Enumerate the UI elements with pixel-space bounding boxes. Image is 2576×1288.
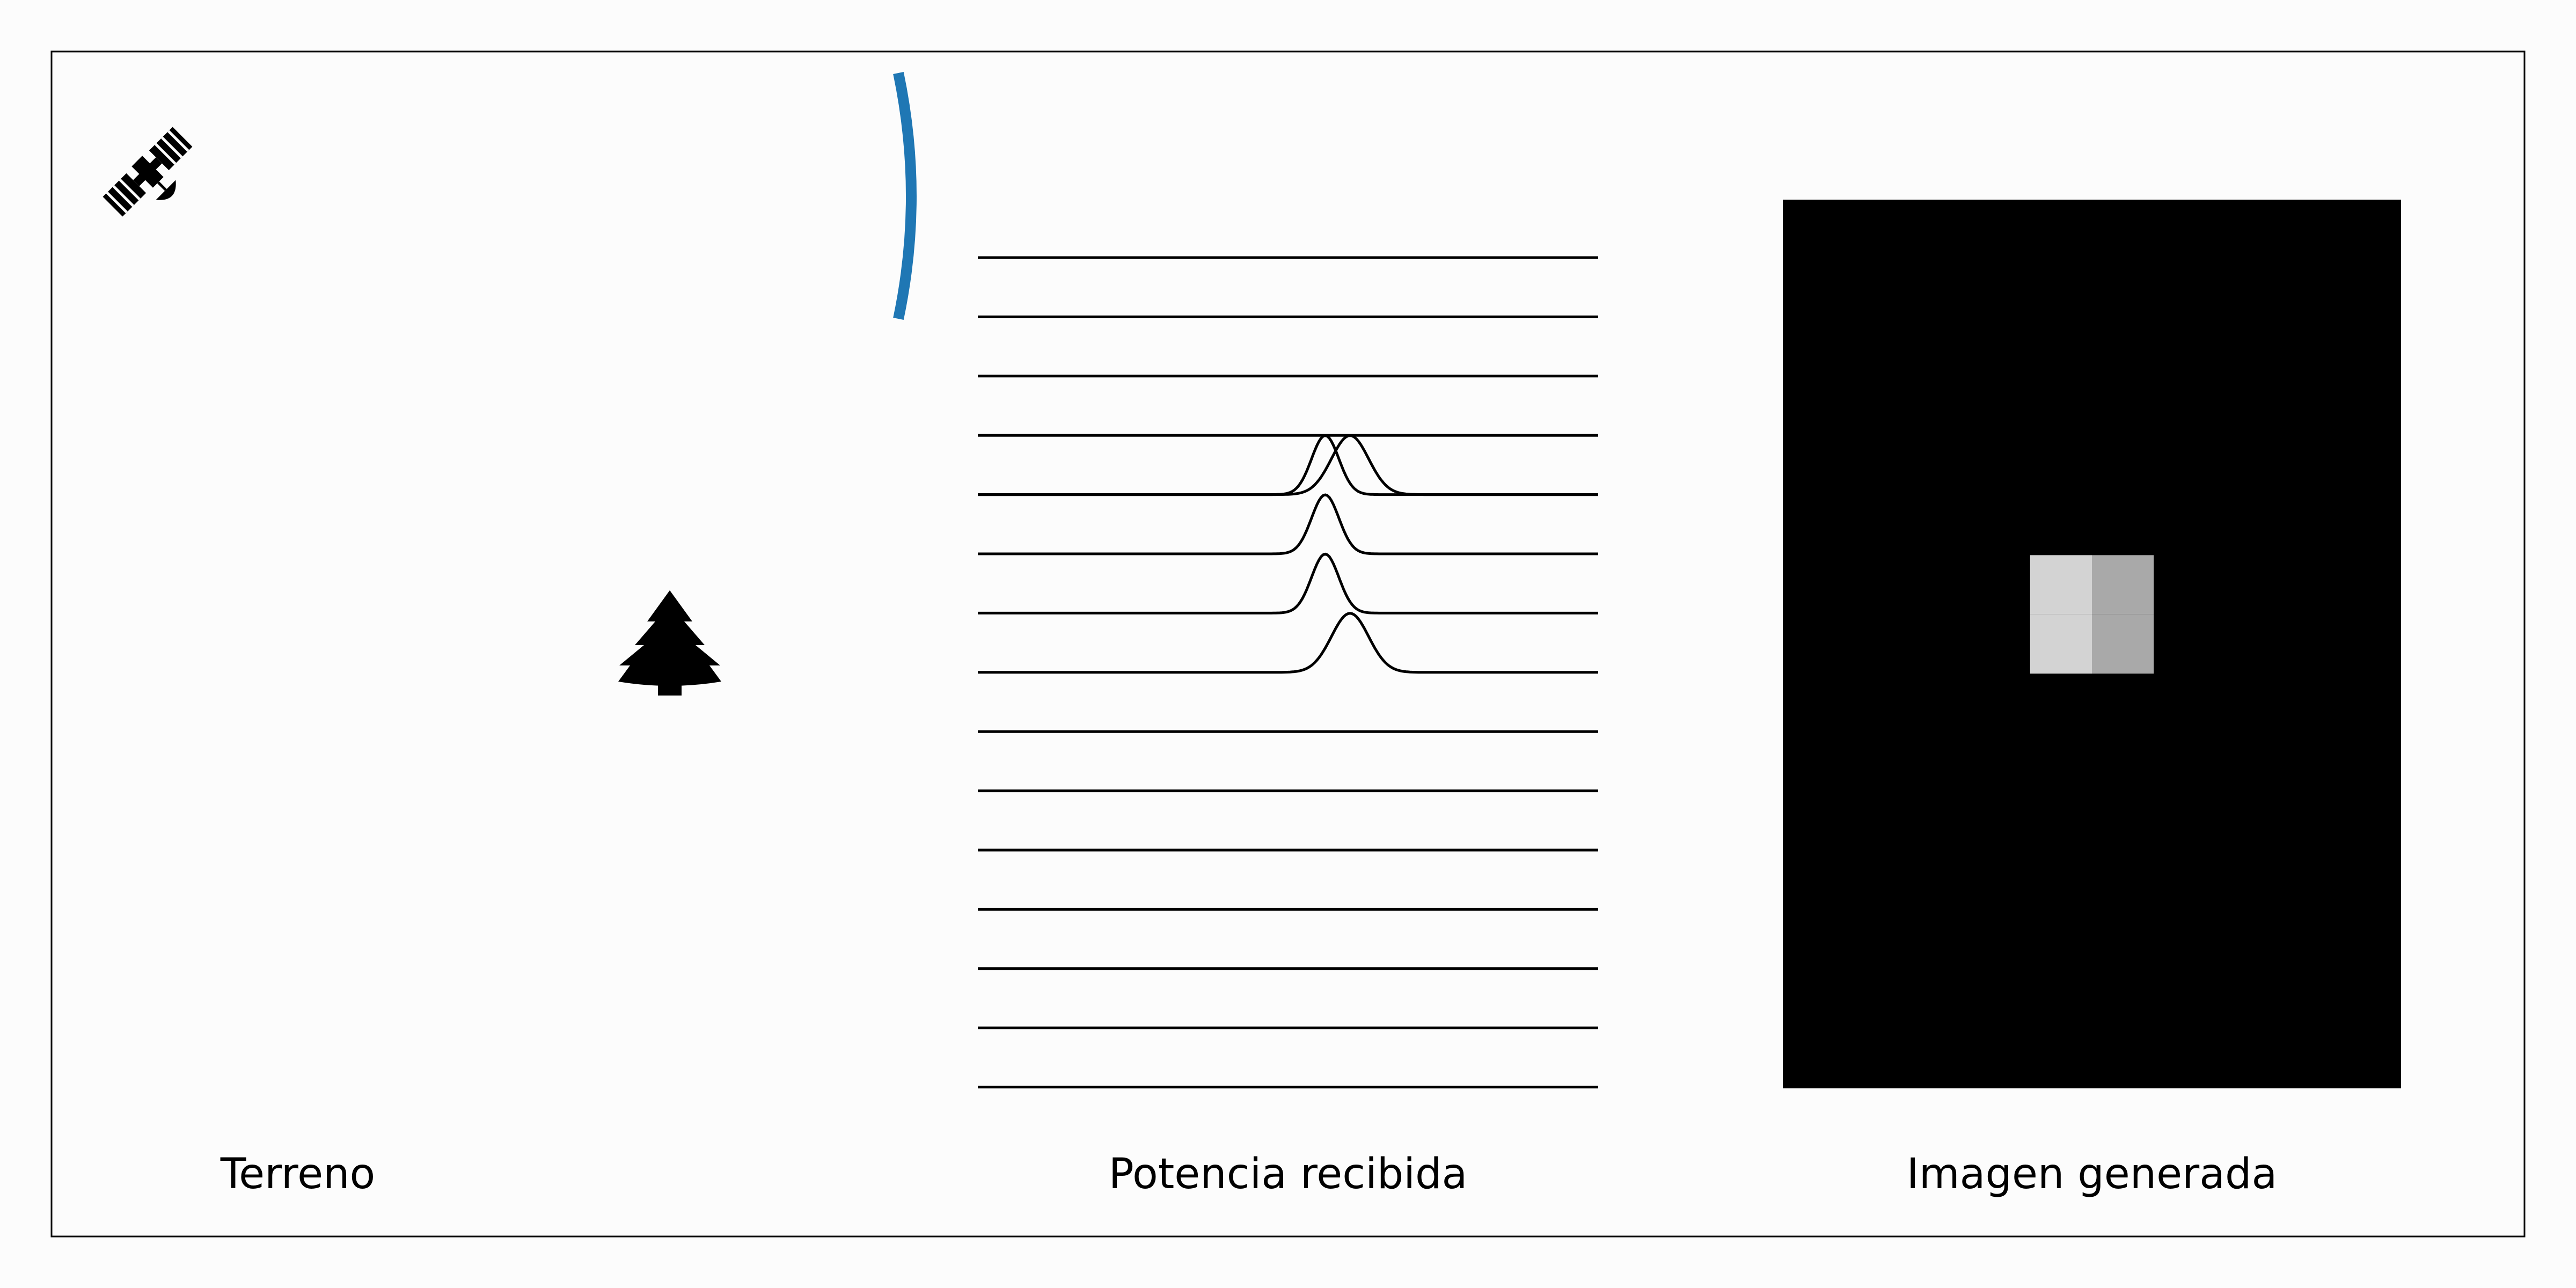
power-trace-pulse [978,434,1598,496]
image-pixel [2092,614,2154,674]
generated-image-label: Imagen generada [1907,1150,2278,1198]
power-trace-pulse [978,434,1598,496]
generated-image-pixels [2030,555,2154,674]
image-pixel [2092,555,2154,614]
image-pixel [2030,555,2092,614]
terrain-label: Terreno [220,1150,376,1198]
received-power-label: Potencia recibida [1109,1150,1468,1198]
satellite-icon [103,127,193,217]
received-power-traces [978,256,1598,1089]
power-trace-pulse [978,552,1598,614]
diagram-frame [50,50,2526,1238]
image-pixel [2030,614,2092,674]
power-trace-pulse [978,612,1598,674]
power-trace-pulse [978,493,1598,555]
radar-beam-arc [893,71,917,320]
tree-icon [618,590,721,696]
